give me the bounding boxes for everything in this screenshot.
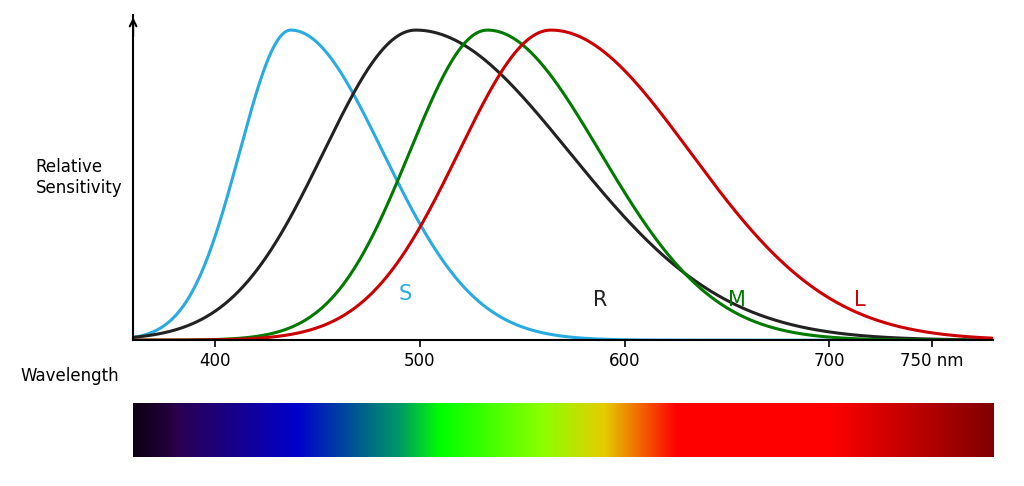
- Text: M: M: [728, 290, 746, 310]
- Y-axis label: Relative
Sensitivity: Relative Sensitivity: [36, 158, 122, 197]
- Text: S: S: [399, 284, 412, 304]
- Text: L: L: [854, 290, 866, 310]
- Text: R: R: [593, 290, 607, 310]
- Text: Wavelength: Wavelength: [20, 367, 119, 385]
